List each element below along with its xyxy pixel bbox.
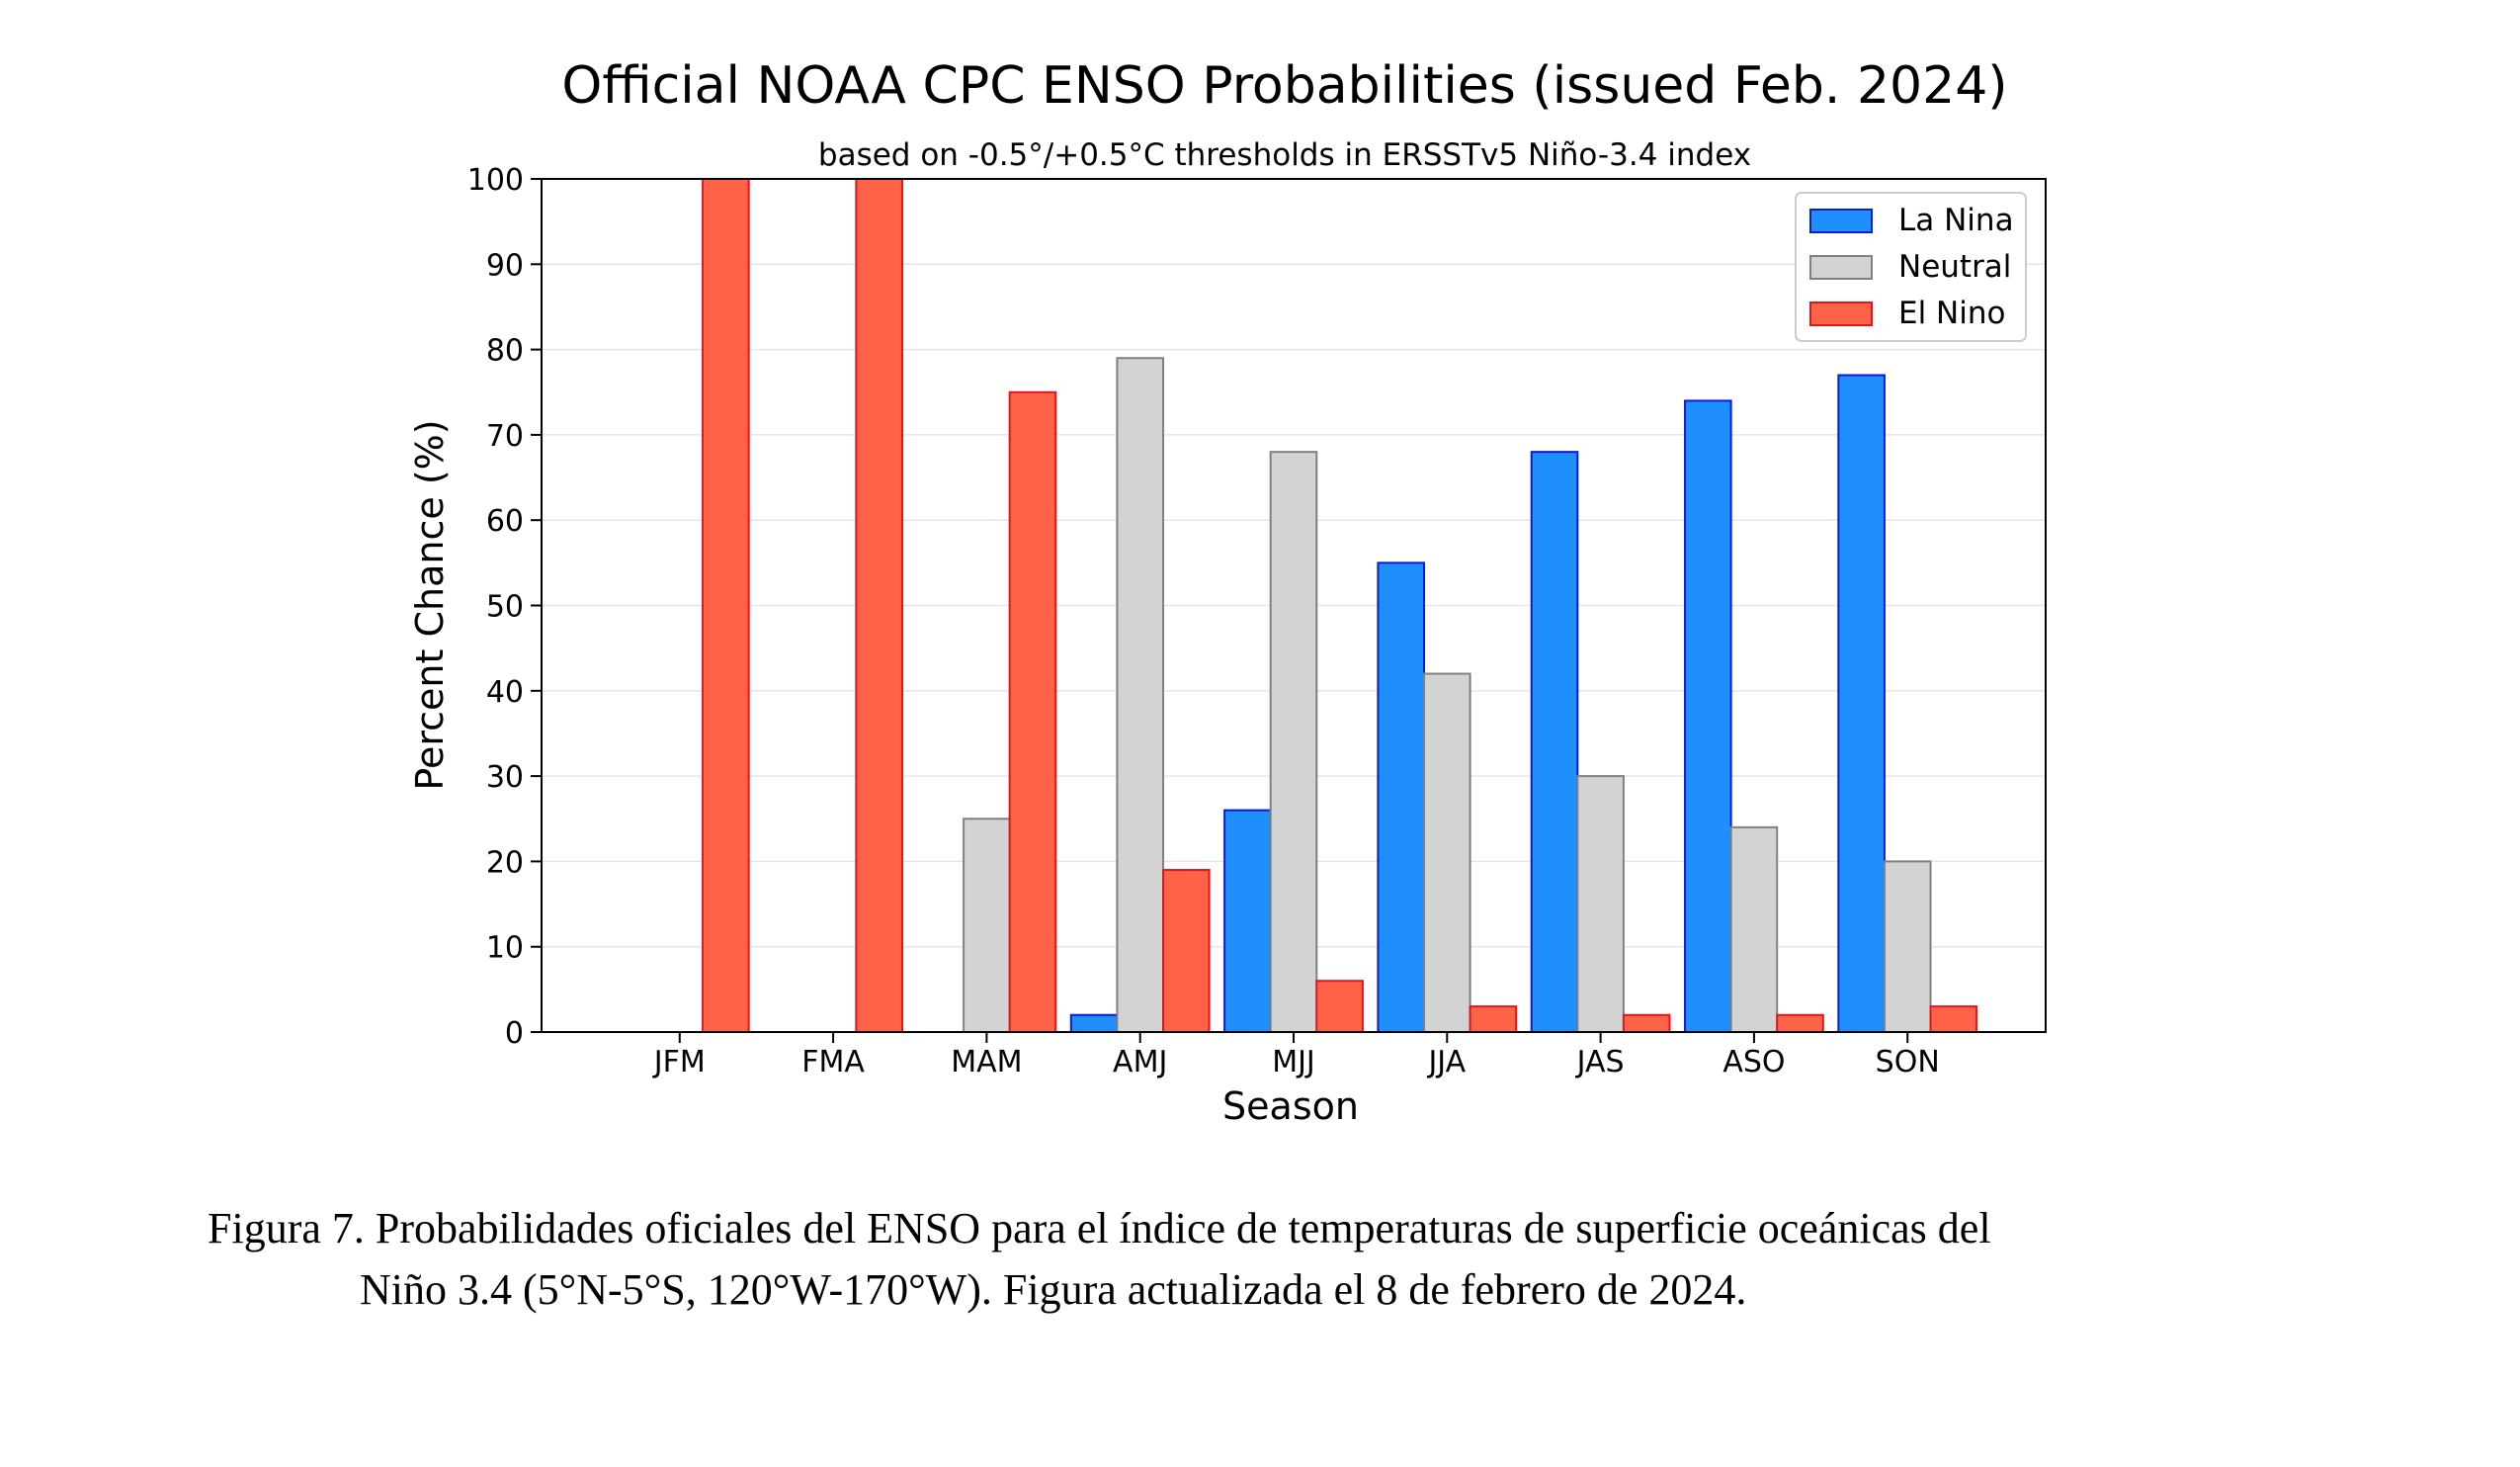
caption-line-1: Figura 7. Probabilidades oficiales del E… [208,1204,1991,1252]
x-axis-label: Season [1222,1084,1359,1128]
chart-subtitle: based on -0.5°/+0.5°C thresholds in ERSS… [818,137,1751,173]
chart-title: Official NOAA CPC ENSO Probabilities (is… [561,56,2007,116]
bar-el-nino-jja [1469,1005,1518,1033]
x-tick-label: AMJ [1113,1045,1167,1079]
bar-neutral-mam [963,818,1011,1033]
bar-neutral-jja [1423,672,1471,1033]
y-axis-ticks: 0 10 20 30 40 50 60 70 80 90 100 [467,163,542,1051]
x-tick-label: JAS [1575,1045,1625,1079]
x-tick-label: JJA [1426,1045,1466,1079]
y-tick-label: 0 [505,1016,524,1051]
figure-caption: Figura 7. Probabilidades oficiales del E… [208,1198,2382,1321]
bar-la-nina-jja [1377,561,1426,1033]
bar-el-nino-mam [1008,390,1057,1033]
bar-el-nino-amj [1161,869,1211,1034]
bar-neutral-aso [1729,825,1779,1033]
legend-label: El Nino [1898,296,2005,331]
y-tick-label: 30 [486,760,524,795]
y-tick-label: 100 [467,163,524,198]
bar-neutral-jas [1576,775,1625,1033]
bars [609,178,1978,1034]
y-tick-label: 80 [486,334,524,369]
bar-la-nina-jas [1530,451,1579,1034]
y-tick-label: 70 [486,419,524,454]
legend-label: Neutral [1898,249,2011,285]
legend-swatch [1809,209,1873,233]
caption-line-2: Niño 3.4 (5°N-5°S, 120°W-170°W). Figura … [360,1265,1747,1314]
y-tick-label: 10 [486,931,524,966]
x-tick-label: JFM [652,1045,706,1079]
x-tick-label: FMA [801,1045,865,1079]
bar-el-nino-jas [1622,1013,1671,1033]
x-tick-label: SON [1876,1045,1940,1079]
bar-neutral-amj [1116,357,1164,1034]
bar-neutral-mjj [1269,451,1318,1034]
y-tick-label: 90 [486,248,524,283]
bar-el-nino-aso [1776,1013,1824,1033]
y-tick-label: 50 [486,590,524,625]
bar-la-nina-son [1837,374,1886,1033]
bar-neutral-son [1883,860,1932,1034]
legend-swatch [1809,302,1873,326]
x-axis-ticks: JFM FMA MAM AMJ MJJ JJA JAS ASO SON [652,1032,1940,1079]
y-tick-label: 40 [486,675,524,710]
legend-swatch [1809,255,1873,280]
legend-label: La Nina [1898,203,2014,238]
bar-la-nina-aso [1684,399,1732,1033]
x-tick-label: MAM [951,1045,1022,1079]
enso-probability-chart: Official NOAA CPC ENSO Probabilities (is… [408,56,2047,1128]
y-axis-label: Percent Chance (%) [408,419,452,790]
y-tick-label: 60 [486,504,524,539]
bar-el-nino-jfm [702,178,750,1033]
bar-el-nino-son [1929,1005,1978,1033]
bar-la-nina-mjj [1223,809,1272,1033]
x-tick-label: MJJ [1272,1045,1315,1079]
legend: La Nina Neutral El Nino [1795,192,2027,342]
bar-el-nino-fma [855,178,903,1033]
x-tick-label: ASO [1722,1045,1785,1079]
bar-el-nino-mjj [1315,980,1364,1033]
y-tick-label: 20 [486,845,524,880]
bar-la-nina-amj [1069,1013,1119,1033]
